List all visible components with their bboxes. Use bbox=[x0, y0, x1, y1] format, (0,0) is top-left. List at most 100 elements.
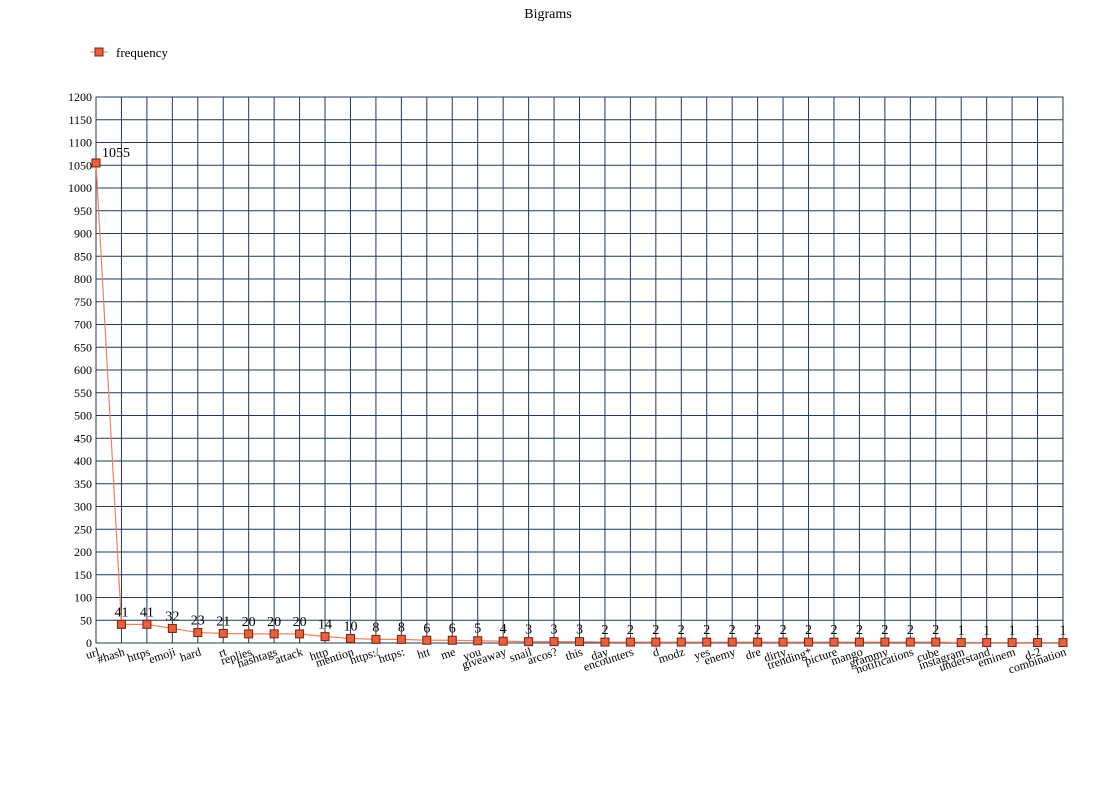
data-label: 5 bbox=[474, 622, 481, 637]
y-tick-label: 850 bbox=[74, 249, 92, 263]
data-label: 14 bbox=[318, 618, 332, 633]
y-tick-label: 50 bbox=[80, 613, 92, 627]
data-point bbox=[524, 637, 534, 647]
data-label: 41 bbox=[140, 605, 154, 620]
data-point bbox=[142, 619, 152, 629]
data-label: 2 bbox=[881, 623, 888, 638]
data-label: 21 bbox=[216, 614, 230, 629]
y-tick-label: 950 bbox=[74, 204, 92, 218]
data-label: 1 bbox=[1034, 624, 1041, 639]
data-point bbox=[193, 628, 203, 638]
x-tick-label: https:/ bbox=[348, 644, 381, 667]
data-label: 3 bbox=[525, 623, 532, 638]
data-point bbox=[880, 637, 890, 647]
data-point bbox=[829, 637, 839, 647]
x-tick-label: htt bbox=[415, 644, 432, 661]
data-point bbox=[956, 638, 966, 648]
x-tick-label: this bbox=[564, 644, 585, 663]
data-point bbox=[498, 636, 508, 646]
y-tick-label: 350 bbox=[74, 477, 92, 491]
legend: frequency bbox=[90, 45, 168, 60]
data-label: 23 bbox=[191, 614, 205, 629]
legend-label: frequency bbox=[116, 45, 168, 60]
y-tick-label: 700 bbox=[74, 318, 92, 332]
x-tick-label: yes bbox=[692, 644, 712, 662]
data-point bbox=[447, 635, 457, 645]
y-tick-label: 400 bbox=[74, 454, 92, 468]
y-tick-label: 1100 bbox=[68, 136, 92, 150]
data-point bbox=[778, 637, 788, 647]
x-tick-label: me bbox=[439, 645, 457, 663]
legend-marker-swatch bbox=[94, 47, 104, 57]
data-label: 20 bbox=[242, 615, 256, 630]
data-label: 20 bbox=[267, 615, 281, 630]
data-point bbox=[676, 637, 686, 647]
x-tick-label: attack bbox=[273, 645, 305, 667]
data-point bbox=[269, 629, 279, 639]
y-tick-label: 450 bbox=[74, 431, 92, 445]
y-axis-ticks: 0 50 100 150 200 250 300 350 400 450 500 550 600 650 7… bbox=[68, 90, 92, 650]
data-point bbox=[422, 635, 432, 645]
x-tick-label: emoji bbox=[147, 644, 178, 666]
data-point bbox=[244, 629, 254, 639]
data-point bbox=[753, 637, 763, 647]
data-label: 2 bbox=[678, 623, 685, 638]
data-label: 2 bbox=[932, 623, 939, 638]
x-tick-label: snail bbox=[508, 644, 535, 665]
data-point bbox=[575, 637, 584, 647]
data-label: 2 bbox=[780, 623, 787, 638]
data-point bbox=[1058, 638, 1068, 648]
data-label: 2 bbox=[754, 623, 761, 638]
data-point bbox=[345, 633, 355, 643]
data-label: 10 bbox=[343, 619, 357, 634]
x-tick-label: dirty bbox=[762, 645, 788, 665]
data-point bbox=[396, 634, 406, 644]
data-label: 2 bbox=[652, 623, 659, 638]
data-point bbox=[702, 637, 712, 647]
x-tick-label: #hash bbox=[95, 645, 126, 667]
y-tick-label: 100 bbox=[74, 591, 92, 605]
data-point bbox=[982, 638, 992, 648]
x-tick-label: you bbox=[461, 645, 482, 664]
data-point bbox=[116, 619, 126, 629]
data-label: 1 bbox=[983, 624, 990, 639]
data-label: 1 bbox=[1009, 624, 1016, 639]
data-point bbox=[320, 632, 330, 642]
data-point bbox=[854, 637, 864, 647]
data-label: 6 bbox=[423, 621, 430, 636]
y-tick-label: 1050 bbox=[68, 158, 92, 172]
data-point bbox=[651, 637, 661, 647]
data-point bbox=[625, 637, 635, 647]
y-tick-label: 1000 bbox=[68, 181, 92, 195]
y-tick-label: 600 bbox=[74, 363, 92, 377]
data-label: 2 bbox=[729, 623, 736, 638]
data-point bbox=[1007, 638, 1017, 648]
data-label: 1 bbox=[1060, 624, 1067, 639]
data-point bbox=[91, 158, 101, 168]
y-tick-label: 1150 bbox=[68, 113, 92, 127]
data-label: 6 bbox=[449, 621, 456, 636]
data-label: 4 bbox=[500, 622, 507, 637]
x-tick-label: day bbox=[589, 645, 610, 664]
data-point bbox=[727, 637, 737, 647]
data-label: 2 bbox=[805, 623, 812, 638]
data-label: 2 bbox=[856, 623, 863, 638]
x-tick-label: cube bbox=[915, 645, 941, 665]
data-point bbox=[931, 637, 941, 647]
y-tick-label: 200 bbox=[74, 545, 92, 559]
y-tick-label: 750 bbox=[74, 295, 92, 309]
data-label: 1055 bbox=[102, 146, 130, 161]
y-tick-label: 900 bbox=[74, 227, 92, 241]
data-label: 2 bbox=[907, 623, 914, 638]
x-tick-label: rt bbox=[217, 644, 229, 660]
data-point bbox=[167, 623, 177, 633]
data-label: 41 bbox=[114, 605, 128, 620]
grid bbox=[95, 96, 1064, 644]
y-tick-label: 1200 bbox=[68, 90, 92, 104]
x-tick-label: hard bbox=[178, 645, 203, 665]
x-tick-label: https: bbox=[377, 645, 407, 667]
data-label: 1 bbox=[958, 624, 965, 639]
